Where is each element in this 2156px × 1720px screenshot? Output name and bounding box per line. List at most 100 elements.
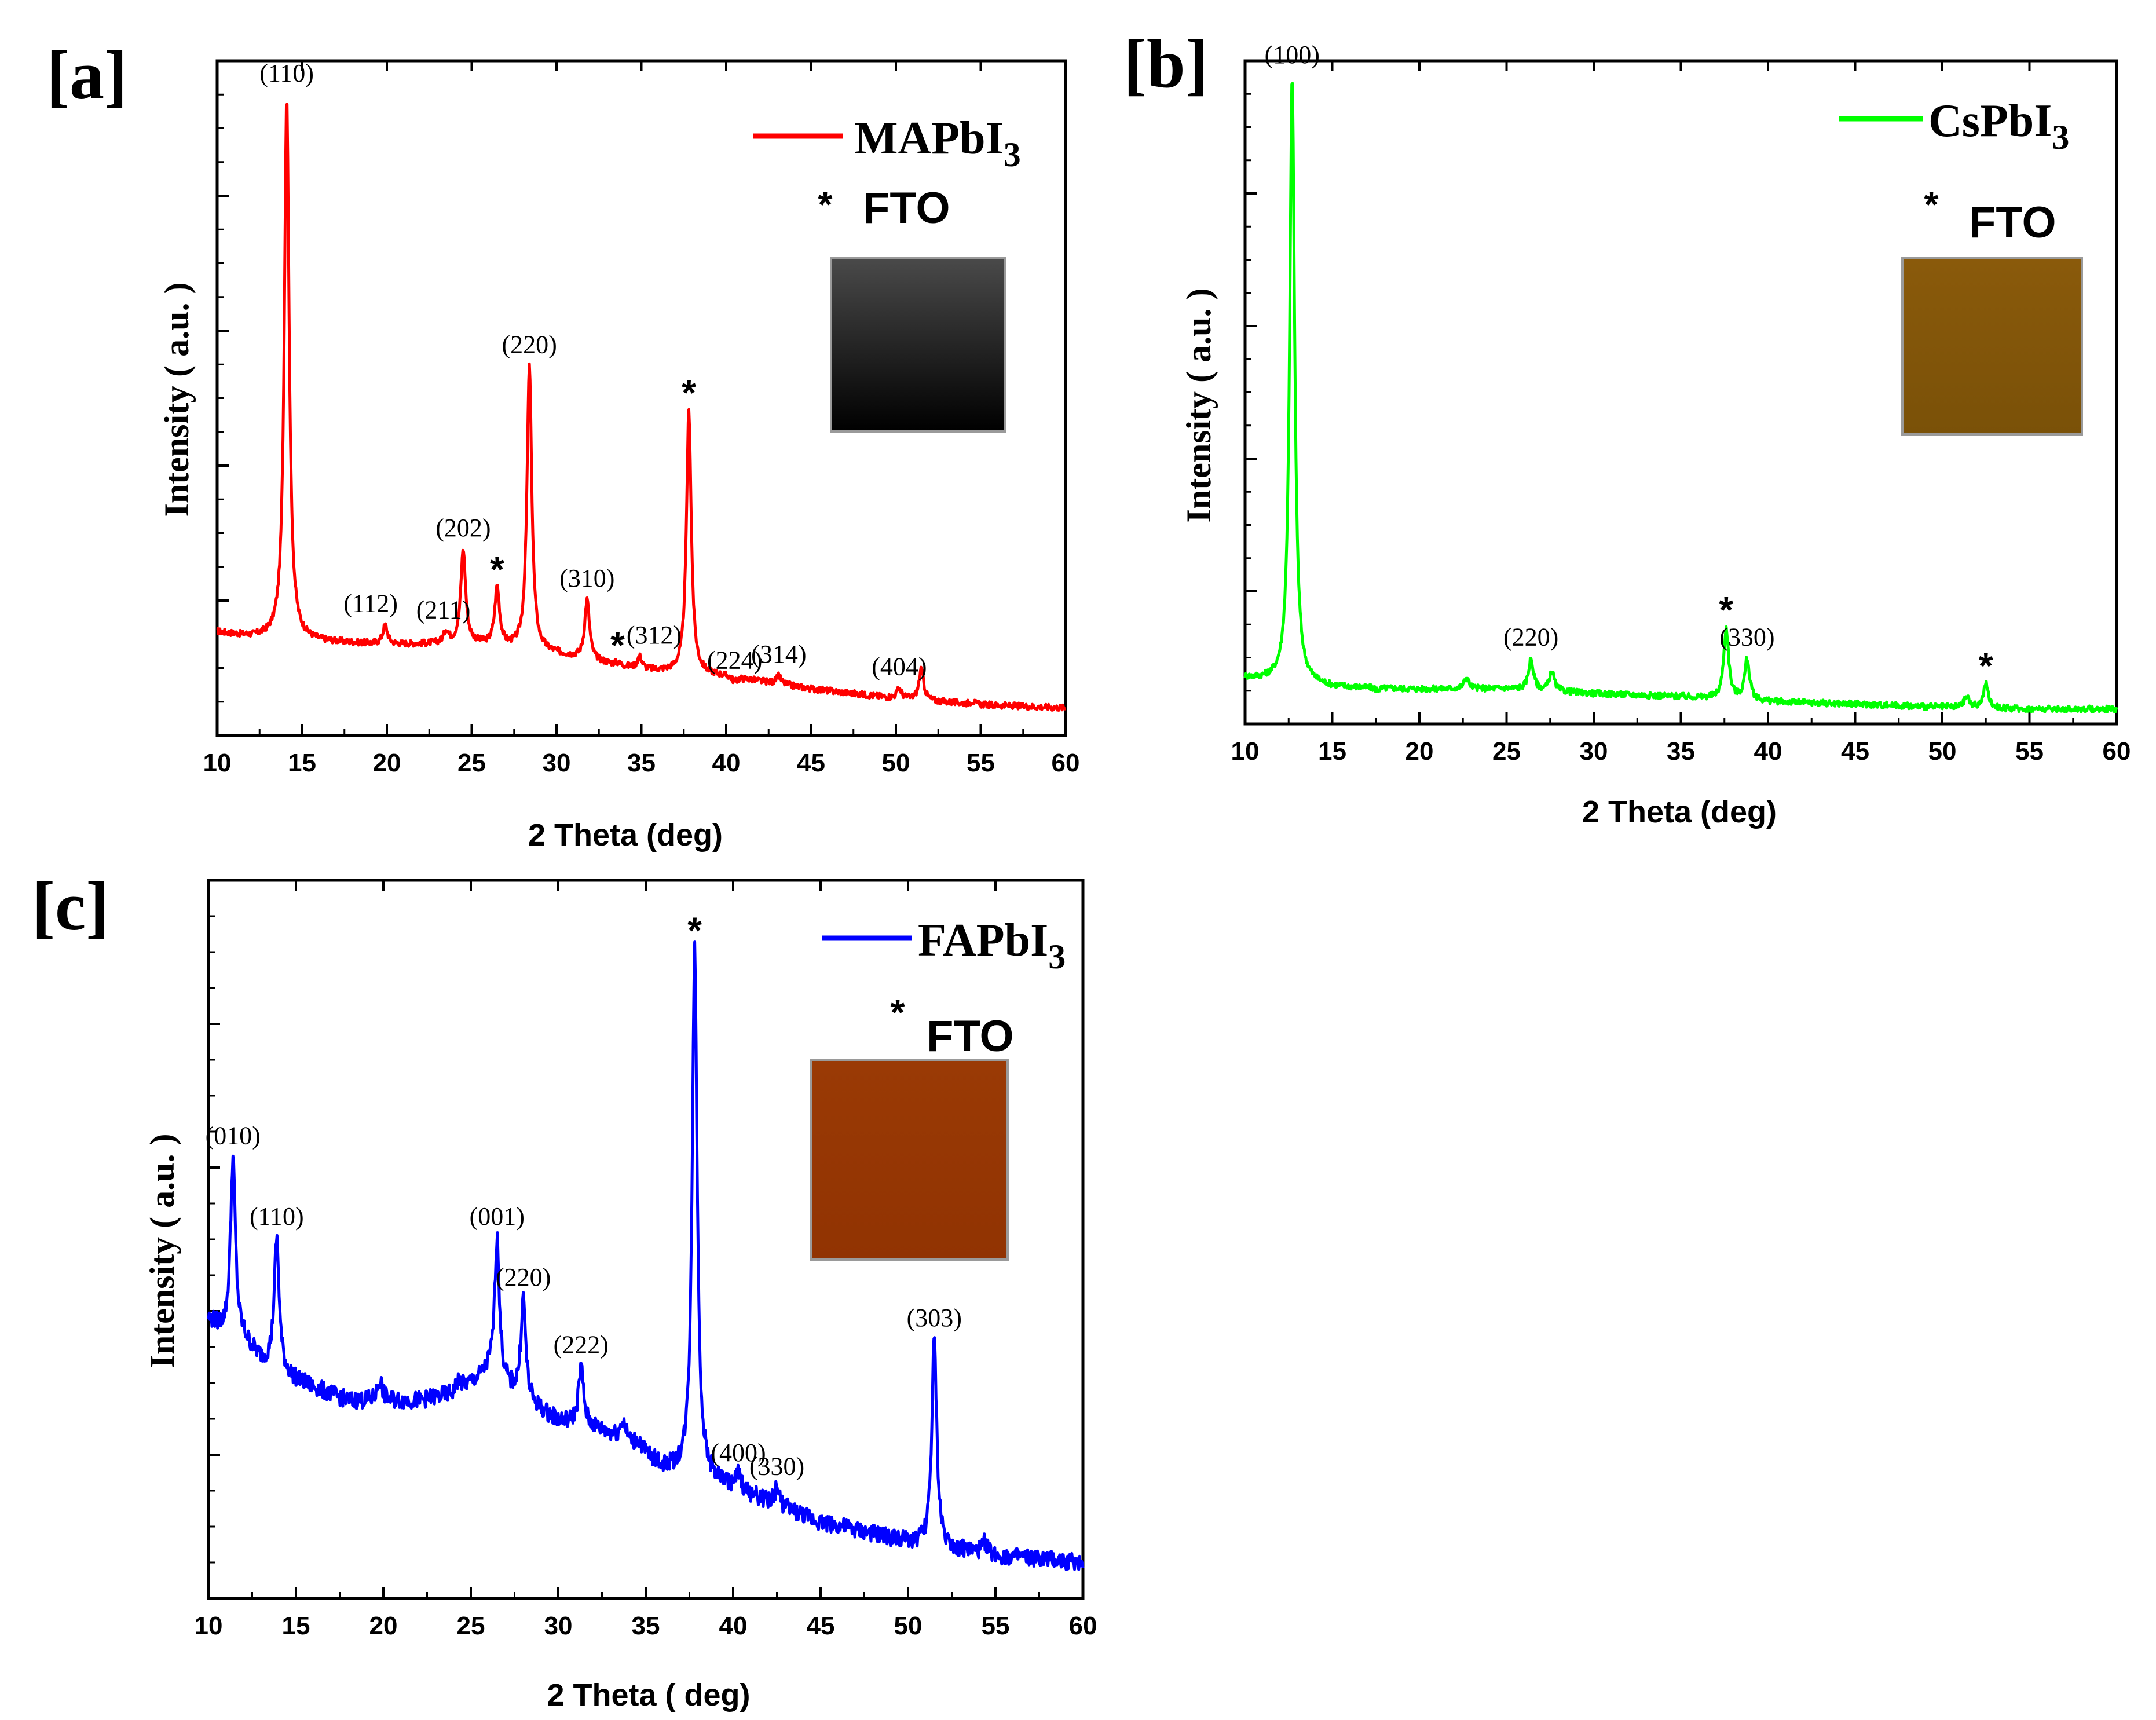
x-tick-label: 25 [457, 1612, 485, 1640]
fto-star: * [1924, 184, 1939, 225]
peak-label: (110) [259, 59, 314, 87]
x-tick-label: 40 [712, 749, 741, 777]
x-tick-label: 60 [2103, 737, 2131, 766]
peak-label: (400) [711, 1439, 766, 1467]
fto-note: FTO [927, 1012, 1014, 1061]
peak-star-label: * [687, 909, 702, 951]
x-tick-label: 35 [627, 749, 656, 777]
data-series-line [1243, 82, 2118, 714]
data-series-line [207, 940, 1085, 1571]
fto-note: FTO [1969, 198, 2056, 247]
peak-label: (314) [751, 640, 806, 668]
legend: MAPbI3 * FTO [753, 113, 1021, 433]
legend-subscript: 3 [2052, 118, 2069, 156]
peak-label: (312) [627, 621, 682, 649]
x-tick-label: 15 [282, 1612, 310, 1640]
x-axis-label: 2 Theta (deg) [528, 818, 723, 852]
y-axis [1245, 93, 1257, 692]
panel-label: [a] [46, 36, 127, 114]
fto-star: * [818, 184, 833, 225]
panel-label: [c] [32, 868, 109, 945]
peak-label: (310) [559, 564, 614, 592]
y-axis [217, 93, 229, 703]
legend-name: MAPbI [854, 113, 1004, 164]
x-tick-label: 20 [369, 1612, 398, 1640]
peak-label: (222) [554, 1331, 609, 1359]
x-tick-label: 45 [807, 1612, 835, 1640]
x-tick-label: 55 [2015, 737, 2044, 766]
peak-label: (330) [749, 1452, 804, 1480]
chart-panel-1: [a] 10 15 20 25 30 35 40 45 50 55 60 2 Theta (deg) In… [46, 36, 1079, 852]
peak-label: (112) [343, 590, 398, 618]
x-tick-label: 50 [1928, 737, 1957, 766]
x-tick-label: 35 [1667, 737, 1695, 766]
legend: CsPbI3 * FTO [1839, 96, 2083, 436]
peak-label: (303) [907, 1304, 962, 1332]
peak-annotations: (010) (110) (001) (220) (222) * (400)(330) (303… [206, 909, 962, 1480]
x-tick-label: 45 [797, 749, 825, 777]
x-tick-label: 55 [967, 749, 995, 777]
peak-label: (010) [206, 1121, 261, 1150]
peak-label: (220) [502, 331, 557, 359]
x-tick-label: 50 [894, 1612, 923, 1640]
x-tick-label: 10 [195, 1612, 223, 1640]
x-axis: 10 15 20 25 30 35 40 45 50 55 60 [195, 880, 1097, 1640]
peak-star-label: * [682, 372, 696, 413]
legend-subscript: 3 [1004, 136, 1021, 174]
peak-label: (220) [1503, 623, 1558, 652]
chart-panel-3: [c] 10 15 20 25 30 35 40 45 50 55 60 2 Theta ( deg) I… [32, 868, 1097, 1712]
x-tick-label: 15 [1318, 737, 1346, 766]
y-axis-label: Intensity ( a.u. ) [143, 1133, 181, 1368]
legend-label: CsPbI3 [1928, 96, 2069, 156]
chart-panel-2: [b] 10 15 20 25 30 35 40 45 50 55 60 2 Theta (deg) In… [1123, 25, 2131, 829]
panel-label: [b] [1123, 25, 1209, 102]
x-tick-label: 15 [288, 749, 316, 777]
x-tick-label: 25 [457, 749, 486, 777]
fto-star: * [891, 991, 905, 1033]
legend-label: MAPbI3 [854, 113, 1021, 174]
peak-label: (220) [496, 1263, 551, 1291]
x-tick-label: 20 [1405, 737, 1434, 766]
x-tick-label: 40 [719, 1612, 748, 1640]
x-tick-label: 30 [543, 749, 571, 777]
peak-annotations: (110)(112) (211)(202)*(220)(310)* (312)*(2… [259, 59, 927, 681]
peak-label: (100) [1265, 41, 1320, 69]
x-tick-label: 40 [1754, 737, 1782, 766]
legend-label: FAPbI3 [918, 915, 1066, 976]
sample-film-swatch [1901, 257, 2083, 436]
peak-label: (224) [707, 646, 762, 675]
y-axis-label: Intensity ( a.u. ) [158, 282, 196, 517]
peak-star-label: * [1979, 645, 1993, 687]
x-tick-label: 10 [1231, 737, 1260, 766]
peak-annotations: (100) (220) * (330) * [1265, 41, 1993, 687]
x-tick-label: 20 [373, 749, 401, 777]
x-tick-label: 35 [632, 1612, 660, 1640]
x-axis: 10 15 20 25 30 35 40 45 50 55 60 [203, 61, 1080, 777]
sample-film-swatch [810, 1059, 1009, 1261]
legend-name: CsPbI [1928, 96, 2052, 147]
x-tick-label: 30 [1580, 737, 1608, 766]
fto-note: FTO [863, 184, 950, 233]
x-axis-label: 2 Theta ( deg) [547, 1678, 750, 1712]
y-axis-label: Intensity ( a.u. ) [1180, 288, 1218, 522]
peak-star-label: * [490, 548, 504, 590]
y-axis [208, 915, 220, 1564]
x-tick-label: 55 [982, 1612, 1010, 1640]
peak-star-label: * [610, 624, 625, 666]
peak-label: (330) [1719, 623, 1774, 652]
data-series-line [216, 103, 1067, 712]
peak-label: (211) [416, 596, 471, 624]
peak-label: (404) [872, 653, 927, 681]
peak-label: (202) [435, 514, 491, 542]
peak-label: (001) [470, 1202, 525, 1231]
x-tick-label: 45 [1841, 737, 1869, 766]
x-tick-label: 30 [544, 1612, 573, 1640]
peak-label: (110) [250, 1202, 304, 1231]
x-tick-label: 60 [1052, 749, 1080, 777]
legend: FAPbI3 * FTO [810, 915, 1066, 1261]
x-axis-label: 2 Theta (deg) [1582, 795, 1777, 829]
x-tick-label: 50 [882, 749, 910, 777]
x-tick-label: 25 [1492, 737, 1521, 766]
legend-name: FAPbI [918, 915, 1048, 966]
